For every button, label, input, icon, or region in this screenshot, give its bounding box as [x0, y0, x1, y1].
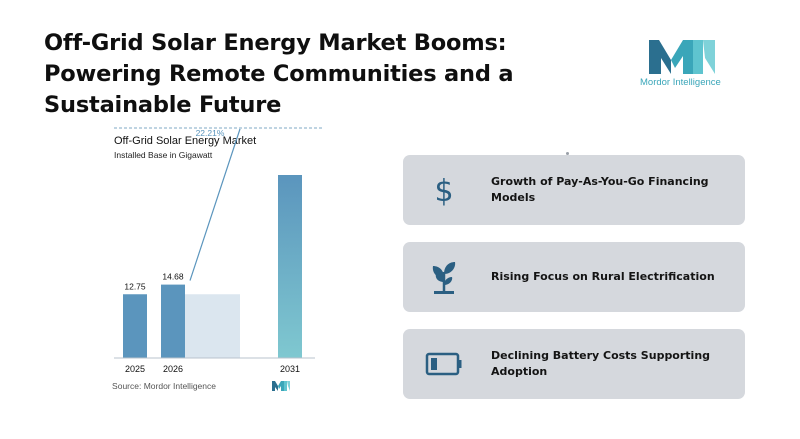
driver-card-financing: $ Growth of Pay-As-You-Go Financing Mode… — [403, 155, 745, 225]
svg-text:$: $ — [434, 174, 453, 209]
driver-card-battery: Declining Battery Costs Supporting Adopt… — [403, 329, 745, 399]
driver-label: Growth of Pay-As-You-Go Financing Models — [491, 175, 709, 204]
separator-dot — [566, 152, 569, 155]
tick-label-2025: 2025 — [125, 364, 145, 374]
projection-area — [185, 294, 240, 358]
tick-label-2031: 2031 — [280, 364, 300, 374]
bar-2031 — [278, 175, 302, 358]
bar-chart: Off-Grid Solar Energy Market Installed B… — [112, 127, 324, 391]
value-label-2026: 14.68 — [162, 272, 184, 282]
cagr-label: 22.21% — [196, 128, 225, 138]
mordor-logo-icon — [649, 40, 715, 74]
value-label-2025: 12.75 — [124, 281, 146, 291]
driver-card-electrification: Rising Focus on Rural Electrification — [403, 242, 745, 312]
bar-2026 — [161, 284, 185, 358]
dollar-icon: $ — [425, 171, 463, 209]
bar-2025 — [123, 294, 147, 358]
chart-source: Source: Mordor Intelligence — [112, 381, 216, 391]
cagr-arrow — [189, 128, 241, 281]
tick-label-2026: 2026 — [163, 364, 183, 374]
source-logo-icon — [272, 381, 290, 391]
page-title: Off-Grid Solar Energy Market Booms: Powe… — [44, 30, 514, 118]
battery-icon — [425, 345, 463, 383]
chart-subtitle: Installed Base in Gigawatt — [114, 150, 213, 160]
brand-name: Mordor Intelligence — [640, 77, 721, 88]
driver-label: Rising Focus on Rural Electrification — [491, 270, 715, 283]
chart-title: Off-Grid Solar Energy Market — [114, 135, 256, 147]
brand-logo: Mordor Intelligence — [640, 38, 750, 90]
driver-label: Declining Battery Costs Supporting Adopt… — [491, 349, 711, 378]
market-chart: Off-Grid Solar Energy Market Installed B… — [110, 125, 325, 395]
plant-icon — [425, 258, 463, 296]
